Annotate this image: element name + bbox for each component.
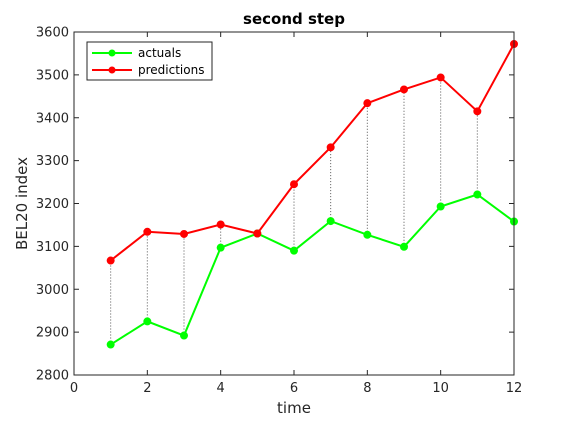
data-point-actuals	[216, 243, 225, 252]
data-point-predictions	[326, 143, 335, 152]
data-point-actuals	[290, 246, 298, 255]
y-tick-label: 2900	[36, 326, 69, 341]
series-line-actuals	[110, 193, 515, 346]
data-point-actuals	[436, 202, 445, 211]
y-tick-label: 3300	[36, 154, 69, 169]
data-point-predictions	[106, 256, 115, 265]
x-tick-label: 12	[506, 381, 523, 396]
data-point-actuals	[143, 317, 152, 326]
y-tick-label: 2800	[36, 369, 69, 384]
data-point-predictions	[180, 229, 188, 238]
chart-title: second step	[243, 10, 345, 28]
data-point-predictions	[216, 220, 225, 229]
y-axis-label: BEL20 index	[13, 157, 31, 250]
y-tick-label: 3000	[36, 283, 69, 298]
data-point-actuals	[363, 230, 372, 239]
data-point-predictions	[143, 227, 152, 236]
data-point-predictions	[290, 180, 298, 189]
data-point-actuals	[326, 217, 335, 226]
data-point-predictions	[363, 99, 372, 108]
x-tick-label: 6	[290, 381, 298, 396]
x-tick-label: 2	[143, 381, 151, 396]
x-tick-label: 8	[363, 381, 371, 396]
data-point-actuals	[106, 340, 115, 349]
data-point-predictions	[400, 85, 408, 94]
data-point-actuals	[400, 242, 408, 251]
data-point-predictions	[436, 73, 445, 82]
legend-box	[86, 41, 213, 81]
x-tick-label: 0	[70, 381, 78, 396]
x-tick-label: 4	[217, 381, 225, 396]
series-layer	[106, 40, 518, 349]
legend-entry-label: predictions	[138, 63, 204, 77]
data-point-actuals	[473, 190, 482, 199]
data-point-predictions	[253, 229, 262, 238]
legend-swatch-marker	[108, 66, 116, 74]
legend-swatch-marker	[108, 49, 116, 57]
x-axis-label: time	[277, 399, 311, 417]
x-tick-label: 10	[432, 381, 449, 396]
series-line-predictions	[110, 43, 515, 262]
y-tick-label: 3100	[36, 240, 69, 255]
y-tick-label: 3500	[36, 68, 69, 83]
y-tick-label: 3200	[36, 197, 69, 212]
legend: actuals predictions	[86, 41, 213, 81]
ticks: 0 2 4 6 8 10 12 2800 2900 3000 3100 3200 3300 3400 350…	[36, 26, 522, 397]
legend-entry-label: actuals	[138, 46, 181, 60]
data-point-actuals	[180, 331, 188, 340]
y-tick-label: 3600	[36, 26, 69, 41]
y-tick-label: 3400	[36, 111, 69, 126]
data-point-predictions	[473, 107, 482, 116]
